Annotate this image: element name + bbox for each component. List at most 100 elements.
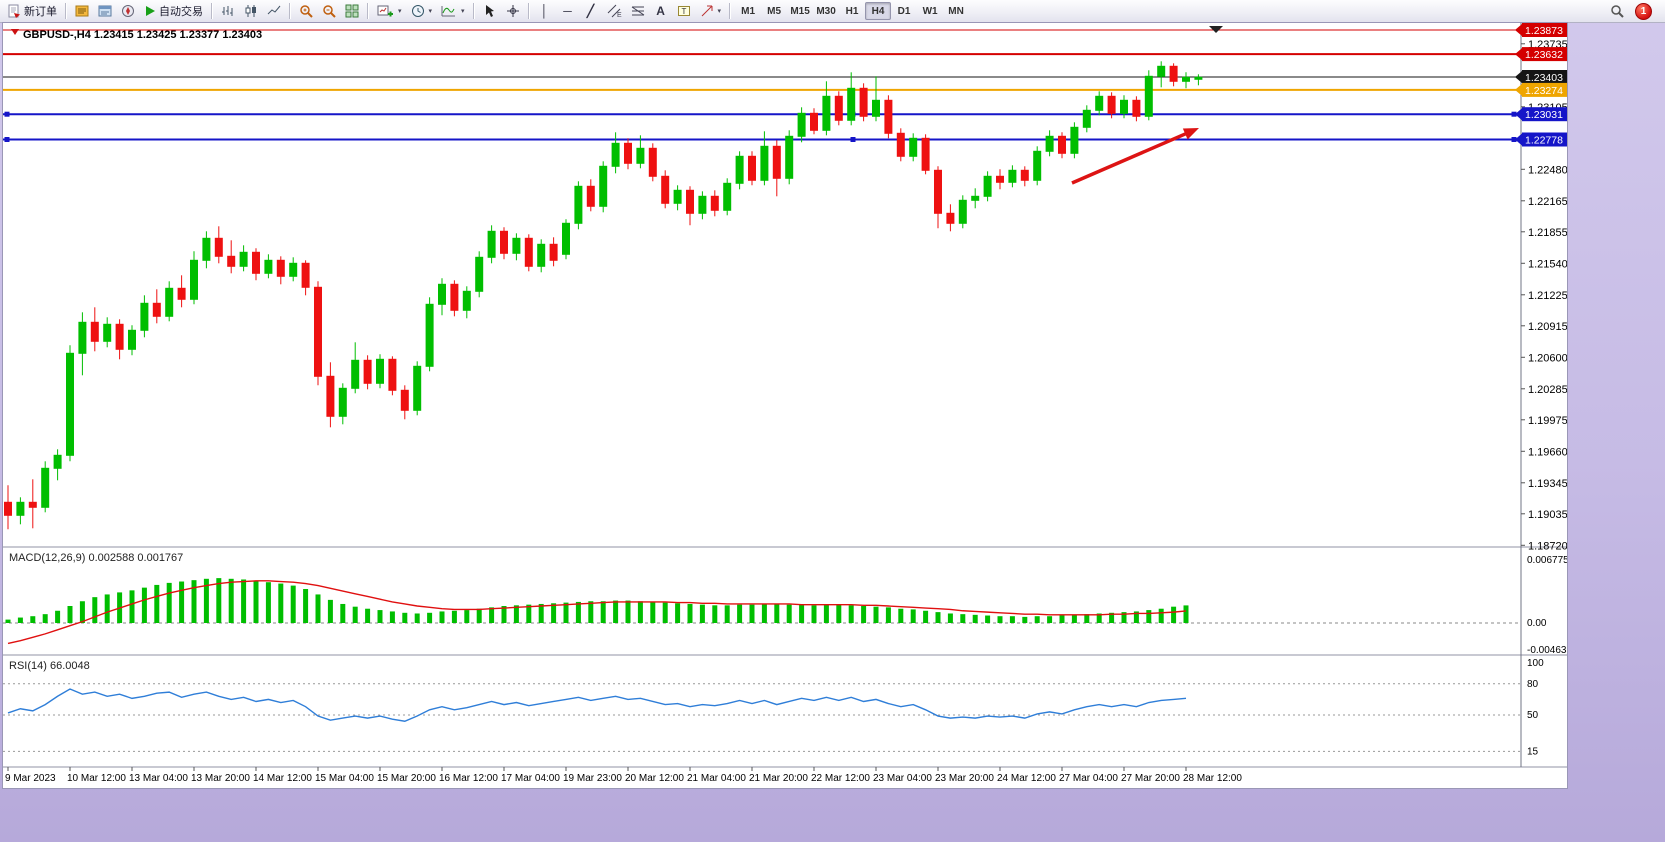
autotrading-button[interactable]: 自动交易 [140,1,207,21]
candle-body [1020,169,1029,181]
candlestick-chart-button[interactable] [240,1,262,21]
price-tick-label: 1.21225 [1528,290,1567,302]
toolbar-separator [65,3,67,19]
macd-bar [154,584,160,623]
price-label-text: 1.23403 [1525,72,1563,84]
candle-body [884,99,893,134]
autotrading-label: 自动交易 [159,6,203,18]
macd-bar [179,581,185,623]
candle-body [946,212,955,224]
tf-d1[interactable]: D1 [891,2,917,20]
data-window-button[interactable] [94,1,116,21]
chevron-down-icon: ▾ [428,8,433,15]
new-chart-button[interactable]: ▾ [373,1,406,21]
toolbar-separator [729,3,732,19]
macd-bar [1034,616,1040,623]
price-chart[interactable]: GBPUSD-,H4 1.23415 1.23425 1.23377 1.234… [2,22,1568,789]
tf-mn[interactable]: MN [943,2,969,20]
tf-m5[interactable]: M5 [761,2,787,20]
chevron-down-icon: ▾ [717,8,722,15]
market-watch-button[interactable] [71,1,93,21]
notification-badge[interactable]: 1 [1635,2,1652,20]
bar-chart-button[interactable] [217,1,239,21]
new-order-button[interactable]: 新订单 [4,1,61,21]
price-label-text: 1.23873 [1525,25,1563,37]
channel-icon: E [607,4,622,18]
candle-body [388,358,397,391]
candle-body [66,352,74,456]
price-label-pointer [1515,108,1522,121]
tf-h4[interactable]: H4 [865,2,892,20]
candle-body [462,290,471,311]
zoom-out-button[interactable] [318,1,340,21]
candle-body [772,145,781,179]
text-label-button[interactable]: T [673,1,695,21]
time-tick-label: 13 Mar 04:00 [129,773,188,784]
market-watch-icon [75,5,89,17]
price-label-pointer [1515,48,1522,61]
text-button[interactable]: A [650,1,672,21]
trendline-button[interactable]: ╱ [580,1,602,21]
candle-body [847,87,856,121]
candle-body [351,359,360,389]
channel-button[interactable]: E [603,1,626,21]
crosshair-button[interactable] [502,1,524,21]
candle-body [103,323,112,342]
macd-bar [1059,615,1065,623]
macd-bar [1084,614,1090,623]
fibonacci-button[interactable] [627,1,649,21]
macd-label: MACD(12,26,9) 0.002588 0.001767 [9,552,183,564]
navigator-button[interactable] [117,1,139,21]
candle-body [537,243,546,267]
period-button[interactable]: ▾ [407,1,437,21]
indicators-button[interactable]: ▾ [437,1,469,21]
macd-bar [972,614,978,623]
indicators-icon [441,6,456,17]
macd-bar [724,605,730,623]
macd-bar [389,611,395,623]
arrows-button[interactable]: ▾ [696,1,726,21]
zoom-in-button[interactable] [295,1,317,21]
candle-body [810,112,818,131]
line-chart-button[interactable] [263,1,285,21]
macd-bar [203,578,209,623]
macd-bar [799,604,805,623]
macd-bar [873,606,879,623]
candle-body [983,175,992,197]
macd-bar [92,597,98,623]
tf-m30[interactable]: M30 [813,2,839,20]
macd-bar [427,612,433,623]
macd-bar [5,619,11,623]
macd-bar [501,606,507,623]
search-button[interactable] [1606,1,1628,21]
price-tick-label: 1.19035 [1528,509,1567,521]
time-tick-label: 22 Mar 12:00 [811,773,870,784]
macd-bar [228,578,234,623]
horizontal-line-button[interactable]: ─ [557,1,579,21]
candle-body [921,137,930,171]
cursor-button[interactable] [479,1,501,21]
candle-body [128,329,136,350]
time-tick-label: 17 Mar 04:00 [501,773,560,784]
candle-body [475,256,484,292]
price-label-box [1522,132,1567,147]
macd-bar [327,599,333,623]
candle-body [1095,95,1104,111]
tile-windows-button[interactable] [341,1,363,21]
tf-m15[interactable]: M15 [787,2,813,20]
macd-bar [216,578,222,623]
trend-arrow [1071,129,1193,185]
macd-bar [191,580,197,623]
tf-w1[interactable]: W1 [917,2,943,20]
vertical-line-button[interactable]: │ [534,1,556,21]
svg-text:T: T [681,7,686,16]
tf-m1[interactable]: M1 [735,2,761,20]
candle-body [686,189,694,214]
tf-h1[interactable]: H1 [839,2,865,20]
candle-body [1058,135,1066,154]
candle-body [314,286,322,377]
candle-body [785,135,794,179]
line-handle [850,137,856,142]
macd-bar [1171,606,1177,623]
svg-text:E: E [617,12,622,18]
